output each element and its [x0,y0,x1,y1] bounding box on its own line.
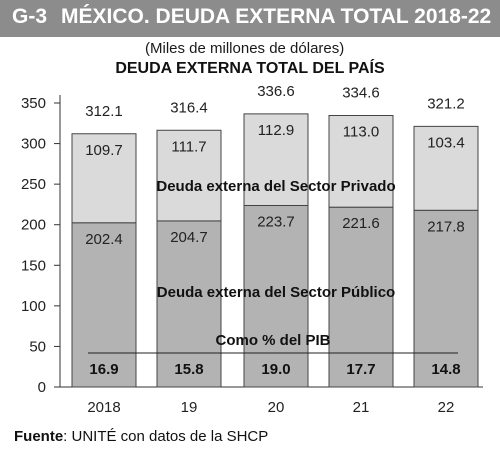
y-tick-label: 100 [21,298,46,315]
y-tick-label: 350 [21,95,46,112]
y-tick-label: 250 [21,176,46,193]
chart-header: G-3 MÉXICO. DEUDA EXTERNA TOTAL 2018-22 [12,5,491,29]
bar-privado [413,125,479,211]
publico-value-label: 221.6 [342,215,380,232]
bar-publico [413,209,479,388]
chart-subtitle: (Miles de millones de dólares) [145,40,345,57]
bar-privado [243,113,309,206]
source-text: : UNITÉ con datos de la SHCP [63,428,269,445]
total-label: 334.6 [342,84,380,101]
source-label: Fuente [14,428,64,445]
bar-publico [243,204,309,388]
series-label-privado: Deuda externa del Sector Privado [156,178,395,195]
y-tick-label: 50 [29,338,46,355]
y-tick-label: 200 [21,217,46,234]
privado-value-label: 111.7 [171,138,206,155]
pib-value-label: 17.7 [346,361,375,378]
pib-label: Como % del PIB [215,332,330,349]
header-bar [0,0,500,37]
privado-value-label: 109.7 [85,142,123,159]
privado-value-label: 112.9 [258,122,294,139]
bar-privado [328,114,394,208]
privado-value-label: 103.4 [427,134,465,151]
pib-value-label: 15.8 [174,361,203,378]
total-label: 336.6 [257,83,295,100]
total-label: 312.1 [85,103,123,120]
x-tick-label: 21 [353,399,370,416]
x-tick-label: 20 [268,399,285,416]
privado-value-label: 113.0 [343,123,379,140]
series-label-publico: Deuda externa del Sector Público [157,284,395,301]
pib-value-label: 14.8 [431,361,460,378]
header-title: MÉXICO. DEUDA EXTERNA TOTAL 2018-22 [61,5,492,28]
publico-value-label: 217.8 [427,218,465,235]
x-tick-label: 2018 [87,399,120,416]
bar-privado [71,133,137,224]
pib-value-label: 19.0 [261,361,290,378]
source-note: Fuente: UNITÉ con datos de la SHCP [14,428,268,445]
publico-value-label: 223.7 [257,213,295,230]
pib-value-label: 16.9 [89,361,118,378]
bar-publico [71,222,137,388]
x-tick-label: 19 [181,399,198,416]
bar-privado [156,129,222,222]
y-tick-label: 150 [21,257,46,274]
total-label: 321.2 [427,95,465,112]
chart-code: G-3 [12,5,48,28]
chart-title: DEUDA EXTERNA TOTAL DEL PAÍS [115,60,385,77]
bar-publico [328,206,394,388]
bar-publico [156,220,222,388]
y-tick-label: 0 [38,379,46,396]
total-label: 316.4 [170,99,208,116]
publico-value-label: 202.4 [85,231,123,248]
publico-value-label: 204.7 [170,229,208,246]
x-tick-label: 22 [438,399,455,416]
y-tick-label: 300 [21,136,46,153]
